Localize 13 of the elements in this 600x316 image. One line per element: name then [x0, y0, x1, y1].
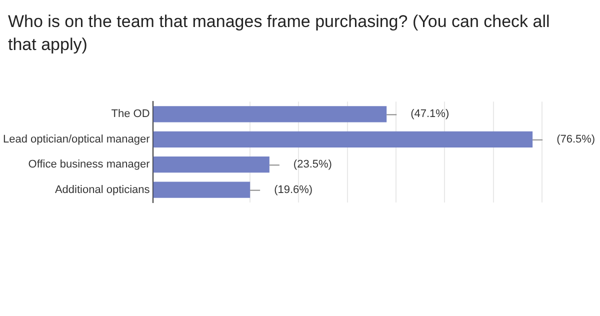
y-tick-label: Additional opticians — [54, 184, 150, 196]
y-tick-label: Office business manager — [28, 158, 150, 171]
bar — [153, 156, 270, 173]
data-label: (23.5%) — [293, 158, 332, 171]
chart-title: Who is on the team that manages frame purchasing? (You can check all that apply) — [8, 11, 551, 56]
y-tick-label: Lead optician/optical manager — [3, 133, 150, 146]
bar — [153, 182, 250, 198]
data-label: (47.1%) — [410, 108, 450, 120]
y-tick-label: The OD — [111, 108, 150, 120]
bar — [153, 131, 533, 148]
data-label: (19.6%) — [274, 184, 313, 196]
data-label: (76.5%) — [556, 133, 596, 146]
bar — [153, 106, 387, 122]
